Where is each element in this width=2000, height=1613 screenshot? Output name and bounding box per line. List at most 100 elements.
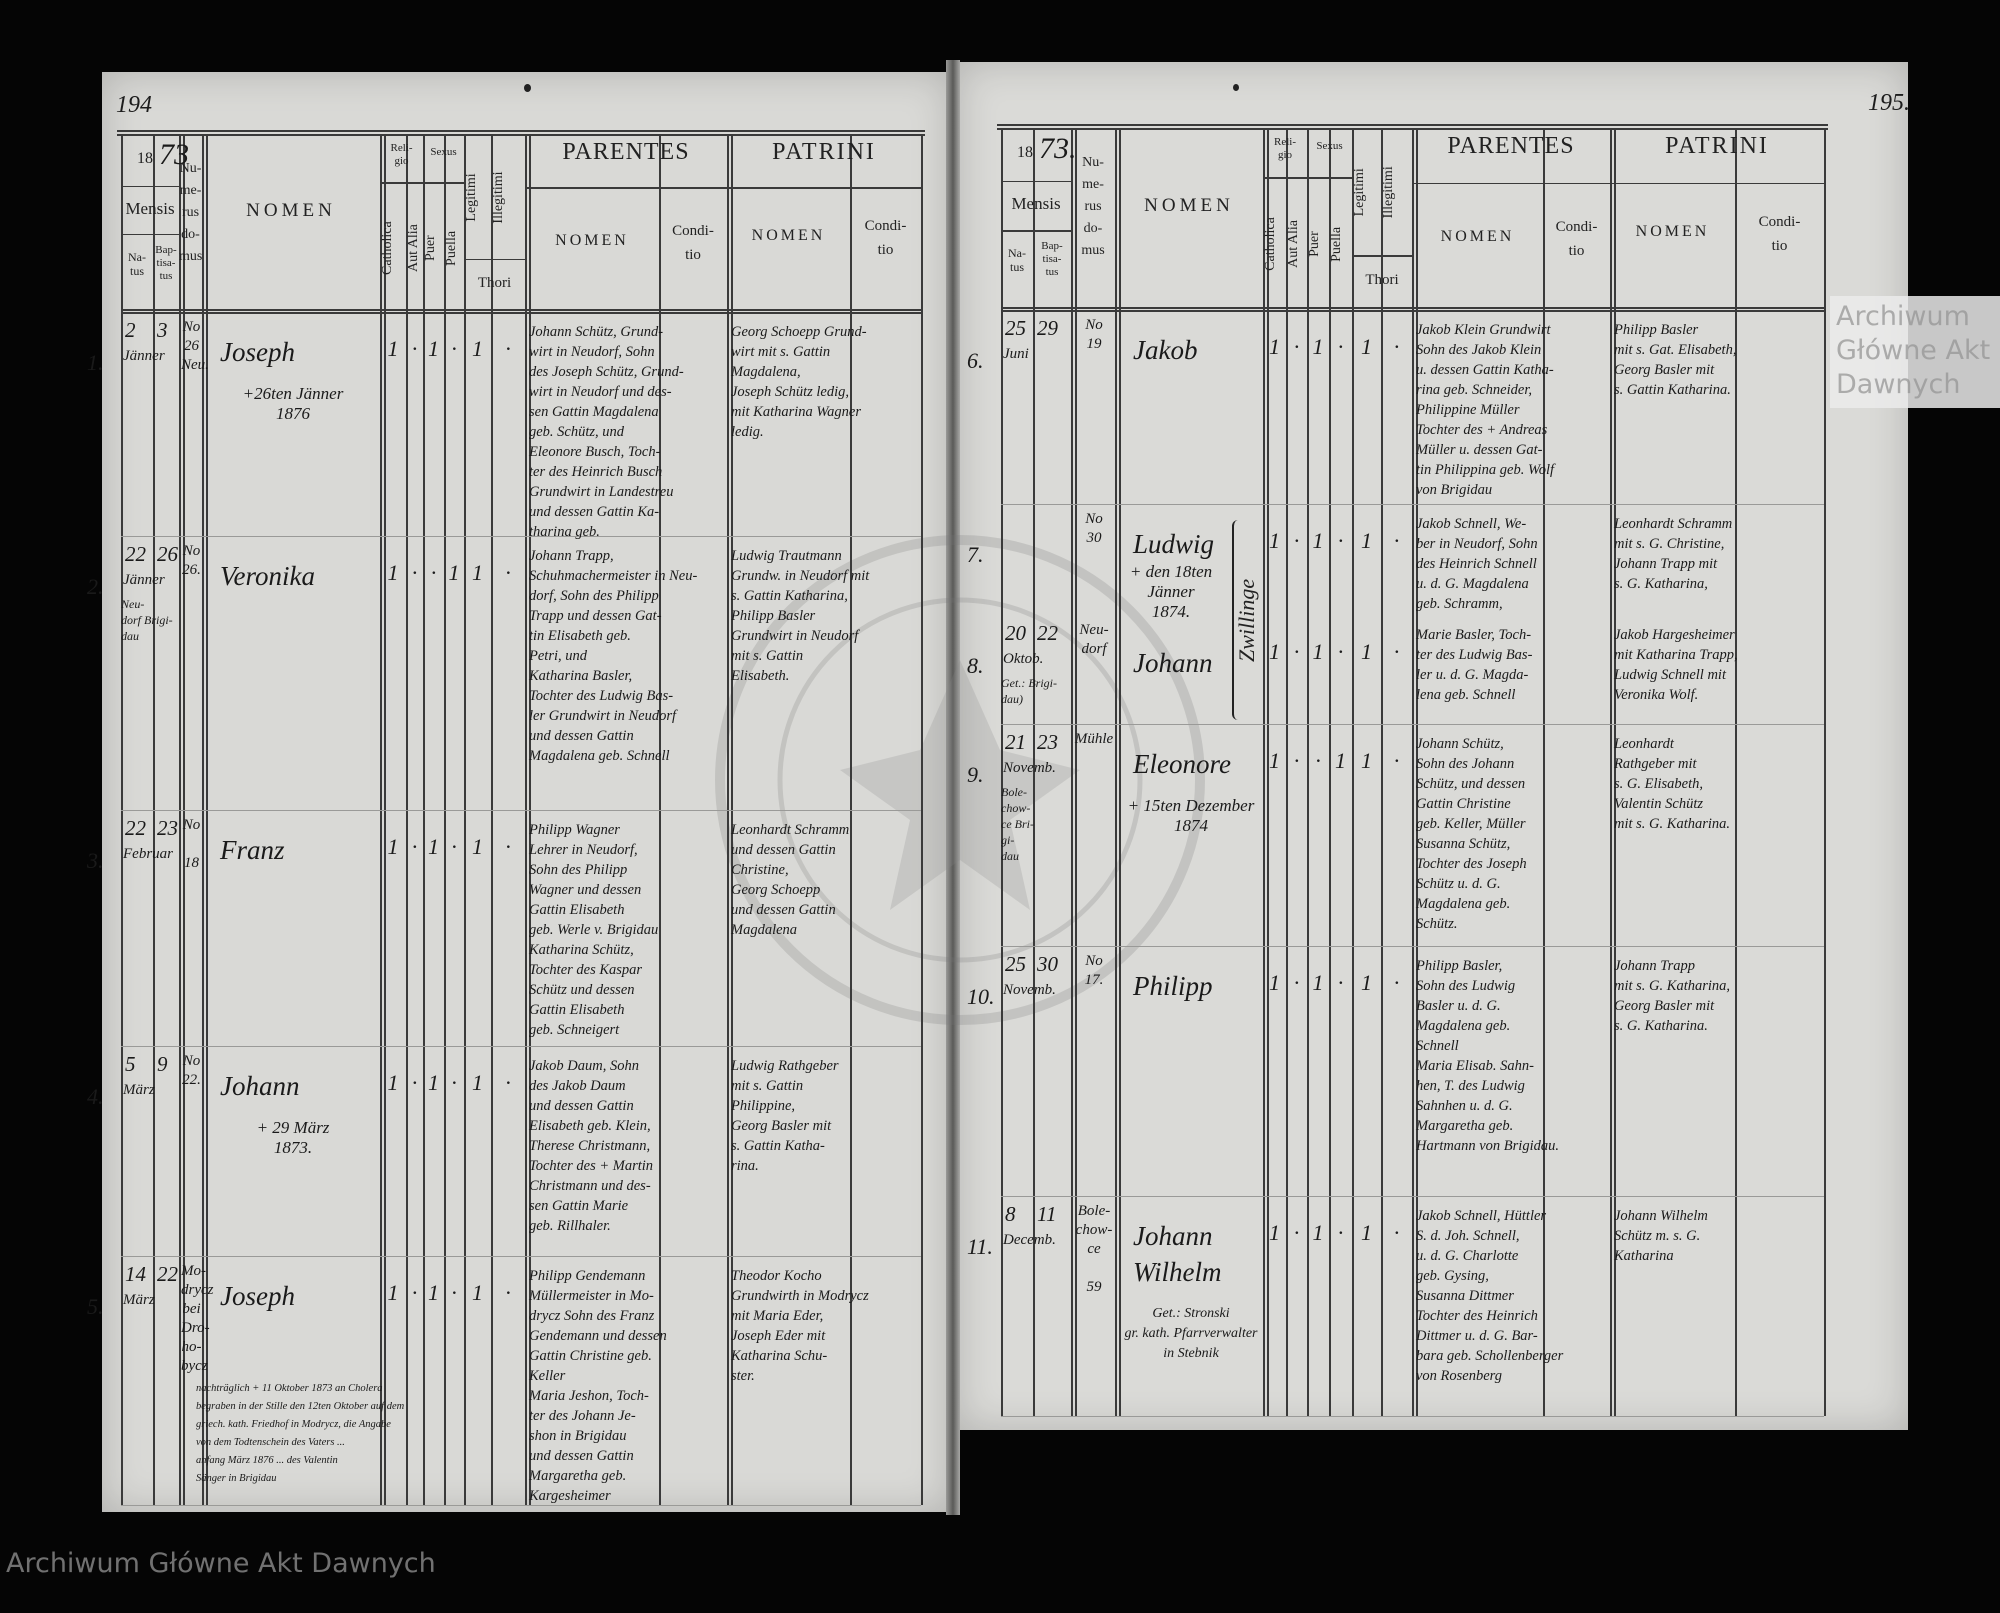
patrini-line: mit s. G. Katharina, <box>1614 978 1731 994</box>
register-mark: · <box>1337 639 1344 664</box>
watermark-text: Archiwum Główne Akt Dawnych <box>1836 301 1991 400</box>
register-mark: · <box>411 560 418 585</box>
patrini-line: s. G. Katharina. <box>1614 1018 1708 1034</box>
parentes-line: geb. Schramm, <box>1416 596 1503 612</box>
column-rule <box>1286 128 1288 1416</box>
ink-blot <box>524 84 531 92</box>
parentes-text: Jakob Daum, Sohn des Jakob Daum und dessen… <box>529 1056 653 1236</box>
register-mark: · <box>1393 970 1400 995</box>
patrini-text: Johann Wilhelm Schütz m. s. G. Katharina <box>1614 1206 1708 1266</box>
column-rule <box>659 134 661 1505</box>
column-rule <box>727 134 729 1505</box>
patrini-nomen-header: NOMEN <box>751 226 826 244</box>
patrini-line: und dessen Gattin <box>731 842 836 858</box>
patrini-line: Katharina <box>1614 1248 1674 1264</box>
patrini-line: Georg Schoepp <box>731 882 821 898</box>
locus-value: Get.: Brigi- dau) <box>1001 676 1057 706</box>
column-rule <box>1033 128 1035 1416</box>
domus-value: Mühle <box>1074 731 1114 747</box>
column-rule <box>206 134 208 1505</box>
parentes-line: shon in Brigidau <box>529 1428 627 1444</box>
register-mark: · <box>1315 748 1321 773</box>
parentes-line: Gattin Elisabeth <box>529 902 625 918</box>
column-rule <box>444 134 446 1505</box>
baptized-name: Ludwig <box>1133 529 1215 559</box>
parentes-line: Kargesheimer <box>529 1488 611 1504</box>
parentes-line: des Heinrich Schnell <box>1416 556 1537 572</box>
marginal-note-line: von dem Todtenschein des Vaters ... <box>196 1437 345 1448</box>
patrini-line: Magdalena, <box>731 364 801 380</box>
patrini-line: Grundwirt in Neudorf <box>731 628 859 644</box>
baptized-name: Johann <box>220 1071 300 1101</box>
row-divider <box>121 1046 921 1048</box>
entry-number: 7. <box>967 542 984 567</box>
ink-blot <box>1233 84 1239 91</box>
parentes-line: Müller u. dessen Gat- <box>1416 442 1543 458</box>
register-mark: 1 <box>387 336 399 361</box>
mensis-rule <box>121 185 179 188</box>
patrini-line: Johann Trapp mit <box>1614 556 1718 572</box>
entry-number: 2. <box>87 574 104 599</box>
patrini-line: Leonhardt <box>1614 736 1674 752</box>
parentes-line: ber in Neudorf, Sohn <box>1416 536 1538 552</box>
patrini-text: Ludwig Trautmann Grundw. in Neudorf mit s.… <box>731 546 869 686</box>
column-rule <box>1381 128 1383 1416</box>
register-mark: · <box>411 1070 418 1095</box>
watermark-text: Archiwum Główne Akt Dawnych <box>6 1548 436 1579</box>
patrini-header: PATRINI <box>1665 133 1769 159</box>
parentes-line: Jakob Schnell, We- <box>1416 516 1527 532</box>
archive-seal-stamp <box>715 535 1205 1025</box>
parentes-line: Marie Basler, Toch- <box>1416 627 1532 643</box>
baptisatus-label: Bap- tisa- tus <box>1041 239 1063 278</box>
register-mark: 1 <box>1269 1220 1280 1245</box>
baptisatus-day: 23 <box>157 816 178 840</box>
column-rule <box>1075 128 1077 1416</box>
patrini-line: Ludwig Schnell mit <box>1614 667 1726 683</box>
patrini-conditio-header: Condi- tio <box>1758 213 1801 254</box>
parentes-line: Johann Schütz, Grund- <box>529 324 664 340</box>
column-rule <box>183 134 185 1505</box>
entry-number: 10. <box>967 984 995 1009</box>
register-mark: · <box>1293 970 1300 995</box>
parentes-line: geb. Gysing, <box>1416 1268 1489 1284</box>
register-mark: 1 <box>1361 639 1372 664</box>
register-mark: · <box>505 1280 511 1305</box>
column-rule <box>153 134 155 1505</box>
parentes-line: Sahnhen u. d. G. <box>1416 1098 1513 1114</box>
parentes-line: Lehrer in Neudorf, <box>529 842 638 858</box>
patrini-line: Grundw. in Neudorf mit <box>731 568 870 584</box>
baptized-name: Franz <box>220 835 285 865</box>
baptisatus-label: Bap- tisa- tus <box>155 243 177 282</box>
parentes-line: wirt in Neudorf, Sohn <box>529 344 655 360</box>
patrini-line: Christine, <box>731 862 789 878</box>
parentes-line: Schütz. <box>1416 916 1458 932</box>
register-mark: 1 <box>1361 528 1372 553</box>
mensis-value: Juni <box>1003 346 1029 362</box>
column-rule <box>384 134 386 1505</box>
parentes-line: Eleonore Busch, Toch- <box>529 444 661 460</box>
parentes-line: Jakob Schnell, Hüttler <box>1416 1208 1547 1224</box>
parentes-rule <box>525 187 921 189</box>
parentes-conditio-header: Condi- tio <box>672 223 714 264</box>
register-mark: 1 <box>1335 748 1346 773</box>
parentes-line: Gendemann und dessen <box>529 1328 667 1344</box>
patrini-line: Grundwirth in Modrycz <box>731 1288 869 1304</box>
locus-value: Neu- dorf Brigi- dau <box>121 597 173 643</box>
register-mark: · <box>1293 334 1300 359</box>
column-rule <box>1001 128 1003 1416</box>
register-mark: 1 <box>1361 748 1372 773</box>
parentes-text: Jakob Klein Grundwirt Sohn des Jakob Klei… <box>1416 320 1554 500</box>
parentes-line: geb. Schneigert <box>529 1022 620 1038</box>
puer-label: Puer <box>1307 231 1322 258</box>
parentes-rule <box>1412 182 1824 185</box>
table-top-rule <box>117 134 925 136</box>
row-divider <box>121 1256 921 1258</box>
parentes-text: Johann Schütz, Sohn des Johann Schütz, und… <box>1416 734 1527 934</box>
religio-rule <box>380 182 464 184</box>
parentes-line: Margaretha geb. <box>529 1468 627 1484</box>
register-mark: · <box>451 834 457 859</box>
parentes-line: Gattin Christine <box>1416 796 1511 812</box>
thori-label: Thori <box>1365 271 1399 288</box>
parentes-line: Christmann und des- <box>529 1178 651 1194</box>
book-gutter <box>946 60 960 1515</box>
